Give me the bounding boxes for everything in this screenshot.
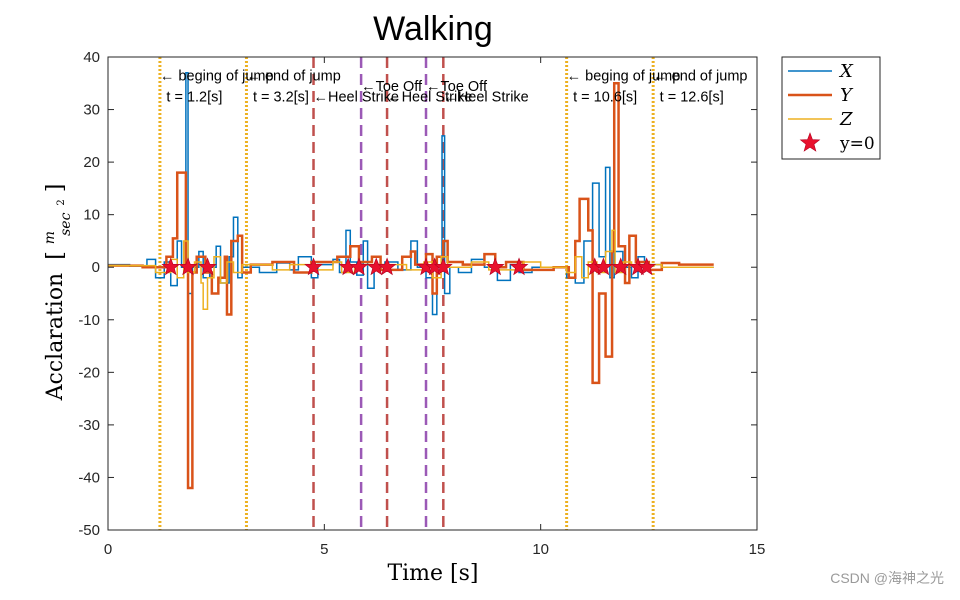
legend-box <box>781 56 881 160</box>
zero-marker-11 <box>433 257 453 276</box>
annotation-12: ← end of jump <box>653 69 747 85</box>
annotation-6: ←Toe Off <box>361 79 423 95</box>
zero-marker-8 <box>377 257 397 276</box>
y-axis-label: Acclaration [ m sec 2 ] <box>35 184 76 402</box>
svg-text:Acclaration [: Acclaration [ m sec 2 ] <box>35 184 76 402</box>
x-tick-label: 5 <box>320 541 328 558</box>
axes-box <box>107 56 758 531</box>
y-tick-label: 40 <box>83 49 100 66</box>
zero-marker-12 <box>485 257 505 276</box>
x-tick-label: 15 <box>749 541 766 558</box>
annotation-9: ←Heel Strike <box>443 90 528 106</box>
annotation-3: ← end of jump <box>246 69 340 85</box>
legend-label-zero-marker: y=0 <box>839 134 875 154</box>
annotation-7: ←Heel Strike <box>387 90 472 106</box>
y-tick-label: -10 <box>78 312 100 329</box>
y-axis-unit-den: sec <box>58 212 74 235</box>
zero-marker-13 <box>509 257 529 276</box>
x-tick-label: 10 <box>532 541 549 558</box>
legend-label-z: Z <box>839 109 853 130</box>
zero-markers <box>161 257 657 276</box>
zero-marker-3 <box>198 257 217 276</box>
zero-marker-18 <box>637 257 657 276</box>
series-line-y <box>108 82 714 490</box>
axes: 0 5 10 15 -50 -40 -30 -20 -10 0 10 20 30 40 <box>78 49 765 558</box>
zero-marker-4 <box>304 257 323 276</box>
annotation-5: ←Heel Strike <box>314 90 399 106</box>
annotation-13: t = 12.6[s] <box>660 90 724 106</box>
y-tick-label: -50 <box>78 522 100 539</box>
annotation-1: ← beging of jump <box>160 69 274 85</box>
y-axis-label-text: Acclaration <box>43 273 68 402</box>
watermark: CSDN @海神之光 <box>830 570 944 586</box>
x-axis-label: Time [s] <box>387 561 478 586</box>
y-tick-label: 20 <box>83 154 100 171</box>
y-tick-label: -30 <box>78 417 100 434</box>
zero-marker-1 <box>161 257 181 276</box>
annotations: ← beging of jump t = 1.2[s] ← end of jump t… <box>160 69 748 106</box>
chart-title: Walking <box>373 10 493 48</box>
annotation-4: t = 3.2[s] <box>253 90 309 106</box>
y-axis-unit-num: m <box>42 231 58 244</box>
legend-label-y: Y <box>840 85 854 106</box>
y-tick-label: 10 <box>83 207 100 224</box>
annotation-11: t = 10.6[s] <box>573 90 637 106</box>
zero-marker-16 <box>611 257 631 276</box>
zero-marker-6 <box>349 257 369 276</box>
y-tick-label: -40 <box>78 469 100 486</box>
y-tick-label: 30 <box>83 102 100 119</box>
legend-swatch-zero-marker <box>799 132 821 152</box>
annotation-8: ←Toe Off <box>426 79 488 95</box>
y-tick-label: 0 <box>92 259 100 276</box>
zero-marker-2 <box>178 257 198 276</box>
annotation-2: t = 1.2[s] <box>166 90 222 106</box>
annotation-10: ← beging of jump <box>567 69 681 85</box>
x-tick-label: 0 <box>104 541 112 558</box>
zero-marker-15 <box>594 257 613 276</box>
y-axis-unit-exp: 2 <box>56 199 67 205</box>
y-tick-label: -20 <box>78 364 100 381</box>
legend-label-x: X <box>838 61 854 82</box>
